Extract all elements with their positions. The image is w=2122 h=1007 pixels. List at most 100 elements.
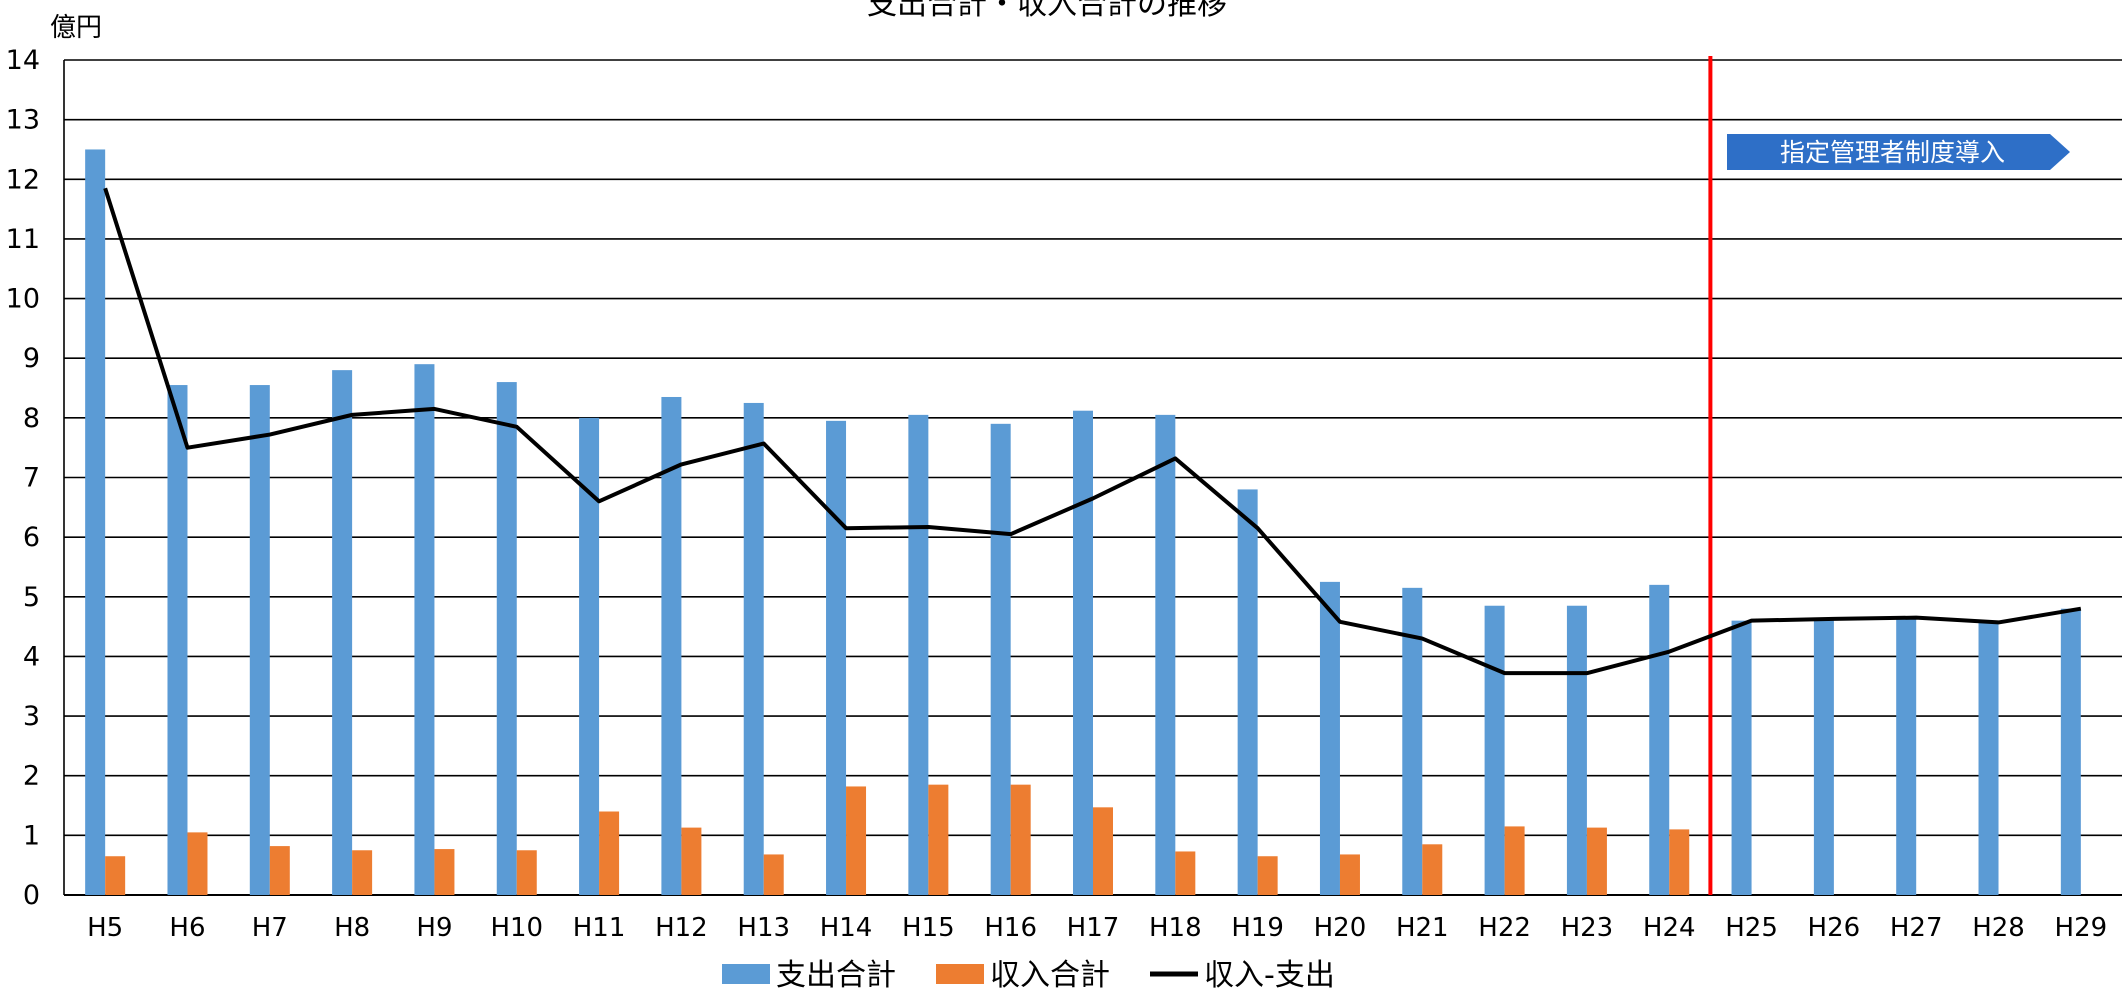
x-tick-label: H16	[984, 913, 1037, 943]
bar-expense	[249, 385, 270, 895]
x-tick-label: H12	[655, 913, 708, 943]
bar-expense	[579, 417, 600, 895]
x-tick-label: H8	[334, 913, 370, 943]
bar-income	[352, 850, 373, 895]
x-tick-label: H9	[416, 913, 452, 943]
chart-title: 支出合計・収入合計の推移	[867, 0, 1227, 22]
x-tick-label: H27	[1890, 913, 1943, 943]
line-income-minus-expense	[103, 187, 2082, 676]
y-unit-label: 億円	[50, 13, 102, 43]
bar-expense	[1978, 620, 1999, 895]
bar-expense	[1896, 617, 1917, 895]
x-tick-label: H23	[1561, 913, 1614, 943]
x-tick-label: H11	[573, 913, 626, 943]
bar-expense	[1731, 620, 1752, 895]
bar-expense	[2060, 608, 2081, 895]
legend-label: 収入合計	[990, 958, 1110, 993]
x-tick-label: H17	[1067, 913, 1120, 943]
x-tick-label: H13	[737, 913, 790, 943]
bar-expense	[332, 370, 353, 896]
bar-expense	[661, 396, 682, 895]
line-series	[103, 187, 2082, 676]
annotation-arrow-box	[1727, 134, 2070, 170]
y-tick-label: 1	[23, 820, 40, 851]
bar-income	[1504, 826, 1525, 895]
bar-income	[681, 827, 702, 895]
y-tick-label: 10	[6, 284, 40, 315]
legend-label: 収入-支出	[1204, 958, 1335, 993]
bar-income	[187, 832, 208, 895]
bar-expense	[414, 364, 435, 895]
bars	[85, 149, 2081, 896]
bar-income	[1422, 844, 1443, 895]
y-tick-label: 7	[23, 463, 40, 494]
bar-income	[599, 811, 620, 895]
x-tick-label: H19	[1231, 913, 1284, 943]
y-tick-label: 8	[23, 403, 40, 434]
bar-expense	[1155, 414, 1176, 895]
y-tick-label: 0	[23, 880, 40, 911]
x-tick-label: H10	[490, 913, 543, 943]
bar-expense	[167, 385, 188, 895]
bar-expense	[1319, 581, 1340, 895]
bar-income	[105, 856, 126, 895]
bar-expense	[1484, 605, 1505, 895]
bar-expense	[908, 414, 929, 895]
bar-income	[1257, 856, 1278, 895]
bar-expense	[496, 382, 517, 896]
legend-swatch	[722, 964, 770, 984]
x-tick-label: H25	[1725, 913, 1778, 943]
bar-income	[434, 849, 455, 895]
x-tick-label: H29	[2055, 913, 2108, 943]
x-tick-label: H14	[820, 913, 873, 943]
bar-expense	[1566, 605, 1587, 895]
bar-expense	[1237, 489, 1258, 895]
legend-swatch	[936, 964, 984, 984]
x-tick-label: H7	[252, 913, 288, 943]
y-tick-label: 12	[6, 164, 40, 195]
y-tick-label: 5	[23, 582, 40, 613]
bar-income	[1010, 784, 1031, 895]
x-tick-label: H26	[1808, 913, 1861, 943]
legend: 支出合計 収入合計 収入-支出	[722, 958, 1335, 993]
y-tick-label: 11	[6, 224, 40, 255]
annotation-label: 指定管理者制度導入	[1780, 138, 2005, 167]
y-tick-label: 4	[23, 641, 40, 672]
x-tick-label: H6	[169, 913, 205, 943]
x-axis-ticks: H5 H6 H7 H8 H9 H10 H11 H12 H13 H14 H15 H16 H17 H18 H19…	[87, 913, 2107, 943]
bar-income	[269, 846, 290, 895]
y-tick-label: 14	[6, 45, 40, 76]
legend-label: 支出合計	[776, 958, 896, 993]
y-tick-label: 3	[23, 701, 40, 732]
annotation: 指定管理者制度導入	[1727, 134, 2070, 170]
x-tick-label: H24	[1643, 913, 1696, 943]
x-tick-label: H15	[902, 913, 955, 943]
bar-income	[1093, 807, 1113, 895]
bar-expense	[990, 423, 1011, 895]
bar-income	[1175, 851, 1196, 895]
bar-income	[516, 850, 537, 895]
bar-income	[928, 784, 949, 895]
bar-income	[846, 786, 867, 895]
bar-income	[763, 854, 784, 895]
bar-expense	[1813, 617, 1834, 895]
y-tick-label: 2	[23, 761, 40, 792]
x-tick-label: H20	[1314, 913, 1367, 943]
y-tick-label: 6	[23, 522, 40, 553]
bar-expense	[743, 402, 764, 895]
bar-income	[1586, 827, 1607, 895]
y-tick-label: 13	[6, 105, 40, 136]
bar-income	[1339, 854, 1360, 895]
bar-expense	[826, 420, 847, 895]
bar-expense	[85, 149, 106, 895]
bar-expense	[1649, 584, 1670, 895]
x-tick-label: H5	[87, 913, 123, 943]
x-tick-label: H21	[1396, 913, 1449, 943]
bar-expense	[1073, 410, 1093, 895]
x-tick-label: H18	[1149, 913, 1202, 943]
x-tick-label: H22	[1478, 913, 1531, 943]
x-tick-label: H28	[1972, 913, 2025, 943]
